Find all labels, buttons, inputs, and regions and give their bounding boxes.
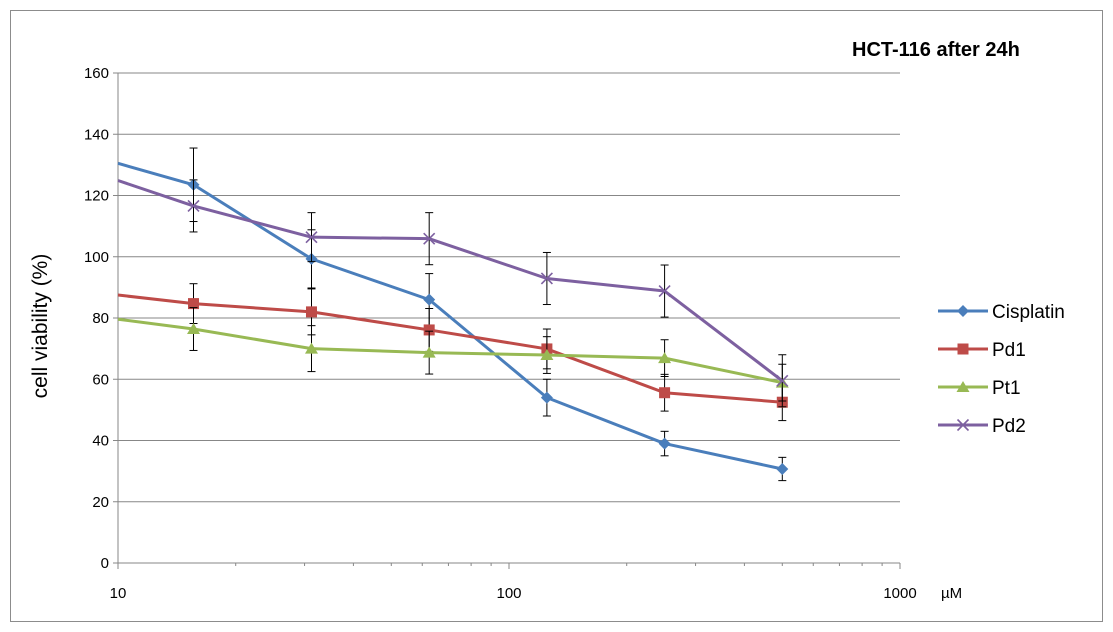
y-tick-label: 80 — [92, 310, 109, 327]
legend-label-pd2: Pd2 — [992, 416, 1026, 437]
legend-marker-cisplatin — [957, 305, 969, 317]
data-point-cisplatin — [658, 437, 671, 450]
x-tick-labels: 10 100 1000 — [110, 585, 917, 602]
legend-marker-pd2 — [956, 418, 970, 432]
data-point-cisplatin — [540, 391, 553, 404]
data-point-cisplatin — [776, 462, 789, 475]
legend: Cisplatin Pd1 Pt1 Pd2 — [938, 302, 1065, 437]
x-axis-unit: µM — [941, 585, 962, 602]
y-axis-title: cell viability (%) — [29, 254, 52, 399]
axes — [113, 72, 901, 569]
data-point-pd1 — [188, 298, 200, 310]
legend-marker-pd1 — [957, 343, 969, 355]
legend-label-pd1: Pd1 — [992, 340, 1026, 361]
data-point-pd1 — [423, 324, 435, 336]
x-tick-label: 10 — [110, 585, 127, 602]
chart-title: HCT-116 after 24h — [852, 39, 1020, 61]
series-pd2 — [117, 179, 789, 408]
legend-item-pd2: Pd2 — [938, 416, 1026, 437]
y-tick-label: 160 — [84, 65, 109, 82]
gridlines — [118, 72, 900, 503]
data-point-pd2 — [305, 231, 318, 244]
chart-border — [10, 10, 1103, 622]
legend-label-pt1: Pt1 — [992, 378, 1021, 399]
data-point-pd2 — [540, 272, 553, 285]
legend-item-cisplatin: Cisplatin — [938, 302, 1065, 323]
x-tick-label: 100 — [496, 585, 521, 602]
data-point-pd1 — [305, 306, 317, 318]
data-point-pt1 — [304, 342, 318, 354]
y-tick-label: 100 — [84, 249, 109, 266]
data-point-pd2 — [423, 232, 436, 245]
data-point-pd2 — [658, 284, 671, 298]
y-tick-label: 60 — [92, 371, 109, 388]
legend-marker-pt1 — [956, 381, 970, 392]
data-point-pt1 — [187, 323, 201, 335]
y-tick-label: 140 — [84, 126, 109, 143]
plot-series — [117, 147, 789, 482]
data-point-pd1 — [659, 387, 671, 399]
y-tick-label: 20 — [92, 494, 109, 511]
data-point-pt1 — [422, 346, 436, 358]
data-point-cisplatin — [423, 293, 436, 306]
y-tick-label: 40 — [92, 433, 109, 450]
y-tick-label: 0 — [101, 555, 109, 572]
y-tick-labels: 0 20 40 60 80 100 120 140 160 — [84, 65, 109, 572]
data-point-pd2 — [776, 374, 789, 387]
legend-item-pd1: Pd1 — [938, 340, 1026, 361]
legend-item-pt1: Pt1 — [938, 378, 1021, 399]
data-point-pt1 — [658, 352, 672, 364]
data-point-pt1 — [540, 349, 554, 361]
data-point-pd2 — [187, 199, 200, 212]
x-tick-label: 1000 — [883, 585, 916, 602]
y-tick-label: 120 — [84, 188, 109, 205]
legend-label-cisplatin: Cisplatin — [992, 302, 1065, 323]
